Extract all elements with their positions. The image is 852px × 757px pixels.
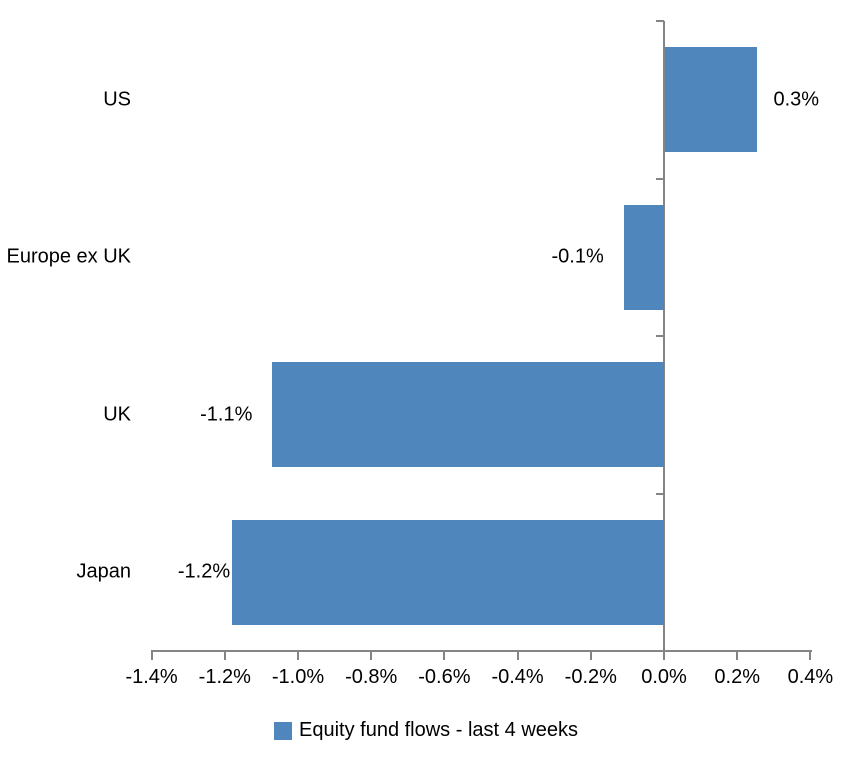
legend: Equity fund flows - last 4 weeks [273, 719, 579, 742]
x-tick-label: -0.2% [564, 666, 617, 688]
legend-label: Equity fund flows - last 4 weeks [298, 719, 579, 741]
bar [623, 204, 664, 310]
category-tick [656, 177, 664, 180]
x-tick [223, 652, 226, 660]
x-tick [150, 652, 153, 660]
value-label: -1.1% [200, 403, 253, 426]
x-tick [370, 652, 373, 660]
legend-swatch-icon [273, 721, 292, 740]
x-tick [663, 652, 665, 660]
bar [665, 47, 757, 153]
zero-axis-line [663, 21, 665, 660]
x-tick-label: 0.4% [787, 666, 834, 688]
x-tick-label: -0.4% [491, 666, 544, 688]
category-tick [656, 20, 664, 22]
value-label: -0.1% [551, 245, 604, 268]
value-label: 0.3% [773, 88, 820, 111]
x-tick [297, 652, 299, 660]
bar [272, 362, 664, 468]
x-tick-label: -1.2% [198, 666, 251, 688]
x-tick [516, 652, 519, 660]
x-tick-label: -0.6% [418, 666, 471, 688]
x-tick-label: -1.4% [125, 666, 178, 688]
x-tick [736, 652, 739, 660]
category-tick [656, 492, 664, 495]
category-label: UK [103, 403, 131, 426]
x-tick [443, 652, 446, 660]
category-label: US [103, 88, 131, 111]
value-label: -1.2% [177, 560, 231, 583]
x-tick [589, 652, 592, 660]
x-tick-label: -1.0% [271, 666, 325, 688]
x-tick-label: 0.2% [714, 666, 760, 688]
x-tick-label: -0.8% [345, 666, 398, 688]
x-axis-line [151, 650, 812, 652]
x-tick [809, 652, 812, 660]
category-tick [656, 335, 664, 337]
category-label: Europe ex UK [6, 245, 131, 268]
bar [232, 519, 664, 625]
category-label: Japan [76, 560, 132, 583]
x-tick-label: 0.0% [641, 666, 687, 688]
